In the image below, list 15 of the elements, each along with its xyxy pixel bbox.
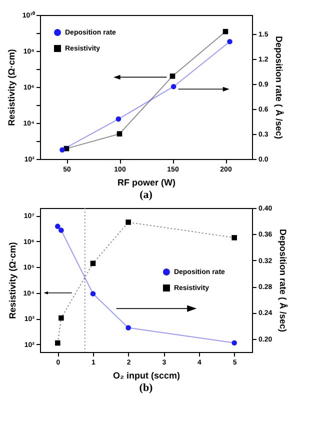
x-axis-title: O₂ input (sccm) <box>112 370 180 380</box>
y-axis-title: Resistivity (Ω·cm) <box>6 49 16 126</box>
point <box>126 220 131 225</box>
y2-axis-title: Deposition rate ( Å /sec) <box>278 228 288 332</box>
text: (a) <box>140 189 153 201</box>
point <box>90 260 96 266</box>
text: (b) <box>139 382 154 394</box>
point <box>58 315 64 321</box>
point <box>116 131 122 136</box>
x-axis-title: RF power (W) <box>118 178 176 188</box>
point <box>232 235 237 240</box>
point <box>170 74 176 79</box>
y2-axis-title: Deposition rate ( Å /sec) <box>274 36 284 140</box>
point <box>55 340 60 346</box>
y-axis-title: Resistivity (Ω·cm) <box>7 242 18 319</box>
